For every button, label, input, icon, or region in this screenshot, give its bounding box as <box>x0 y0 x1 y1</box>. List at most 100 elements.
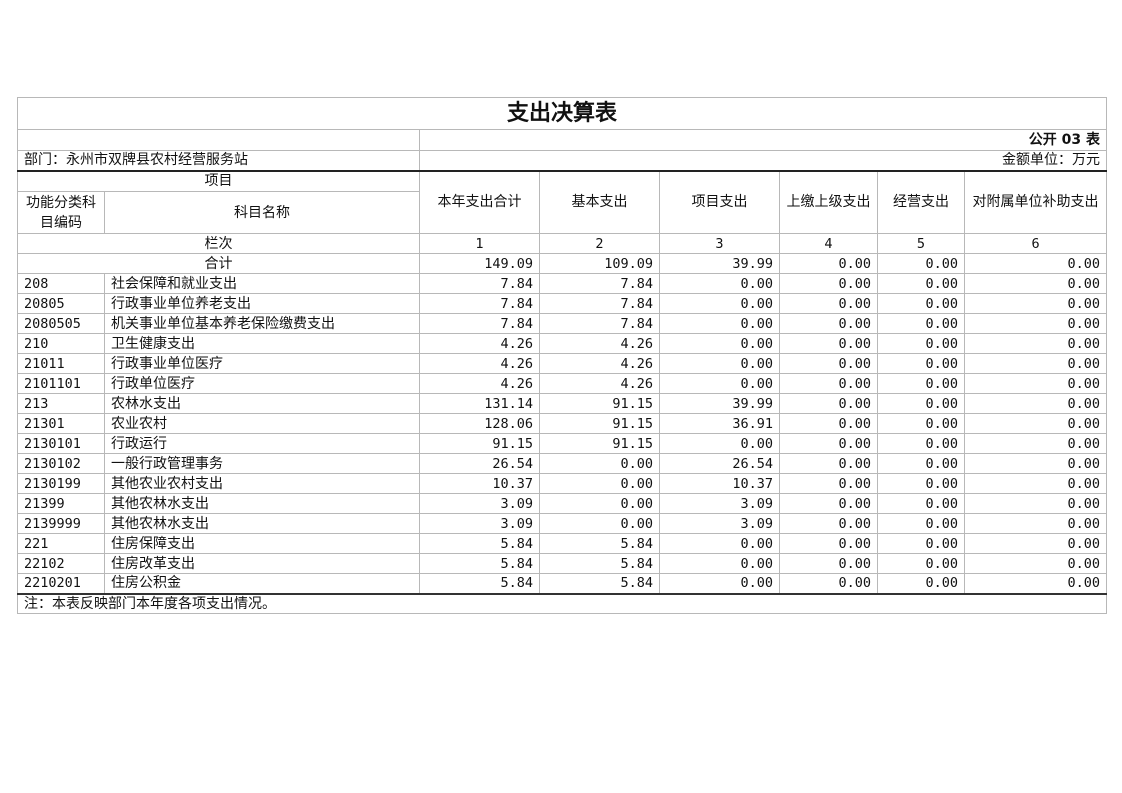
row-index: 4 <box>779 233 878 254</box>
amount-cell: 5.84 <box>539 573 660 595</box>
amount-cell: 5.84 <box>539 533 660 554</box>
subject-code: 2080505 <box>17 313 105 334</box>
amount-cell: 0.00 <box>877 433 965 454</box>
amount-cell: 0.00 <box>779 393 878 414</box>
total-value: 39.99 <box>659 253 780 274</box>
amount-cell: 10.37 <box>419 473 540 494</box>
subject-code: 2101101 <box>17 373 105 394</box>
amount-cell: 0.00 <box>963 453 1108 474</box>
header-col-4: 上缴上级支出 <box>779 170 878 234</box>
amount-cell: 7.84 <box>539 313 660 334</box>
amount-cell: 0.00 <box>779 433 878 454</box>
table-row: 2210201 住房公积金 5.84 5.84 0.00 0.00 0.00 0.00 <box>17 573 1108 595</box>
amount-cell: 128.06 <box>419 413 540 434</box>
row-index: 1 <box>419 233 540 254</box>
subject-code: 21301 <box>17 413 105 434</box>
amount-cell: 4.26 <box>419 373 540 394</box>
table-row: 21399 其他农林水支出 3.09 0.00 3.09 0.00 0.00 0.00 <box>17 493 1108 514</box>
amount-cell: 0.00 <box>779 453 878 474</box>
amount-cell: 5.84 <box>419 553 540 574</box>
amount-cell: 0.00 <box>539 473 660 494</box>
table-row: 210 卫生健康支出 4.26 4.26 0.00 0.00 0.00 0.00 <box>17 333 1108 354</box>
header-name: 科目名称 <box>104 191 420 234</box>
amount-cell: 0.00 <box>539 493 660 514</box>
total-row: 合计 149.09 109.09 39.99 0.00 0.00 0.00 <box>17 253 1108 274</box>
amount-cell: 0.00 <box>963 573 1108 595</box>
table-row: 2080505 机关事业单位基本养老保险缴费支出 7.84 7.84 0.00 0.00 0… <box>17 313 1108 334</box>
row-index: 6 <box>963 233 1108 254</box>
table-row: 208 社会保障和就业支出 7.84 7.84 0.00 0.00 0.00 0.00 <box>17 273 1108 294</box>
amount-cell: 0.00 <box>877 393 965 414</box>
amount-cell: 0.00 <box>963 333 1108 354</box>
amount-cell: 0.00 <box>877 493 965 514</box>
row-index: 2 <box>539 233 660 254</box>
amount-cell: 0.00 <box>877 513 965 534</box>
amount-cell: 0.00 <box>877 373 965 394</box>
amount-cell: 4.26 <box>539 333 660 354</box>
subject-name: 其他农林水支出 <box>104 513 420 534</box>
subject-name: 其他农林水支出 <box>104 493 420 514</box>
amount-cell: 131.14 <box>419 393 540 414</box>
subject-code: 2130102 <box>17 453 105 474</box>
amount-cell: 0.00 <box>963 433 1108 454</box>
amount-cell: 5.84 <box>419 533 540 554</box>
amount-cell: 26.54 <box>419 453 540 474</box>
amount-cell: 0.00 <box>963 413 1108 434</box>
subject-code: 2130101 <box>17 433 105 454</box>
header-col-5: 经营支出 <box>877 170 965 234</box>
header-col-2: 基本支出 <box>539 170 660 234</box>
amount-cell: 0.00 <box>963 353 1108 374</box>
subject-code: 210 <box>17 333 105 354</box>
subject-name: 行政运行 <box>104 433 420 454</box>
amount-cell: 0.00 <box>779 573 878 595</box>
amount-cell: 0.00 <box>877 353 965 374</box>
amount-cell: 0.00 <box>963 553 1108 574</box>
amount-cell: 7.84 <box>539 293 660 314</box>
amount-cell: 7.84 <box>419 293 540 314</box>
amount-cell: 0.00 <box>659 433 780 454</box>
amount-cell: 0.00 <box>877 413 965 434</box>
row-index: 5 <box>877 233 965 254</box>
amount-cell: 0.00 <box>779 313 878 334</box>
subject-name: 卫生健康支出 <box>104 333 420 354</box>
amount-cell: 0.00 <box>963 273 1108 294</box>
amount-cell: 0.00 <box>963 473 1108 494</box>
header-col-1: 本年支出合计 <box>419 170 540 234</box>
table-row: 213 农林水支出 131.14 91.15 39.99 0.00 0.00 0.00 <box>17 393 1108 414</box>
amount-cell: 10.37 <box>659 473 780 494</box>
subject-name: 一般行政管理事务 <box>104 453 420 474</box>
table-row: 20805 行政事业单位养老支出 7.84 7.84 0.00 0.00 0.00 0.00 <box>17 293 1108 314</box>
total-label: 合计 <box>17 253 420 274</box>
table-row: 2130102 一般行政管理事务 26.54 0.00 26.54 0.00 0.00 0.0… <box>17 453 1108 474</box>
total-value: 149.09 <box>419 253 540 274</box>
amount-cell: 0.00 <box>779 413 878 434</box>
total-value: 0.00 <box>779 253 878 274</box>
subject-name: 行政单位医疗 <box>104 373 420 394</box>
amount-cell: 0.00 <box>963 533 1108 554</box>
amount-cell: 0.00 <box>779 293 878 314</box>
amount-cell: 0.00 <box>659 573 780 595</box>
amount-cell: 0.00 <box>963 293 1108 314</box>
amount-cell: 0.00 <box>659 373 780 394</box>
subject-code: 208 <box>17 273 105 294</box>
subject-name: 住房改革支出 <box>104 553 420 574</box>
header-col-3: 项目支出 <box>659 170 780 234</box>
header-col-6: 对附属单位补助支出 <box>963 170 1108 234</box>
amount-cell: 0.00 <box>877 553 965 574</box>
amount-cell: 0.00 <box>659 293 780 314</box>
subject-name: 其他农业农村支出 <box>104 473 420 494</box>
subject-name: 住房保障支出 <box>104 533 420 554</box>
amount-cell: 0.00 <box>963 313 1108 334</box>
amount-cell: 0.00 <box>877 333 965 354</box>
header-item: 项目 <box>17 170 420 192</box>
amount-cell: 5.84 <box>539 553 660 574</box>
table-row: 2139999 其他农林水支出 3.09 0.00 3.09 0.00 0.00 0.00 <box>17 513 1108 534</box>
amount-cell: 7.84 <box>419 273 540 294</box>
amount-unit: 金额单位：万元 <box>418 150 1108 172</box>
header-code: 功能分类科目编码 <box>17 191 105 234</box>
subject-code: 21011 <box>17 353 105 374</box>
amount-cell: 0.00 <box>659 553 780 574</box>
amount-cell: 0.00 <box>779 273 878 294</box>
amount-cell: 0.00 <box>963 373 1108 394</box>
subject-name: 行政事业单位养老支出 <box>104 293 420 314</box>
